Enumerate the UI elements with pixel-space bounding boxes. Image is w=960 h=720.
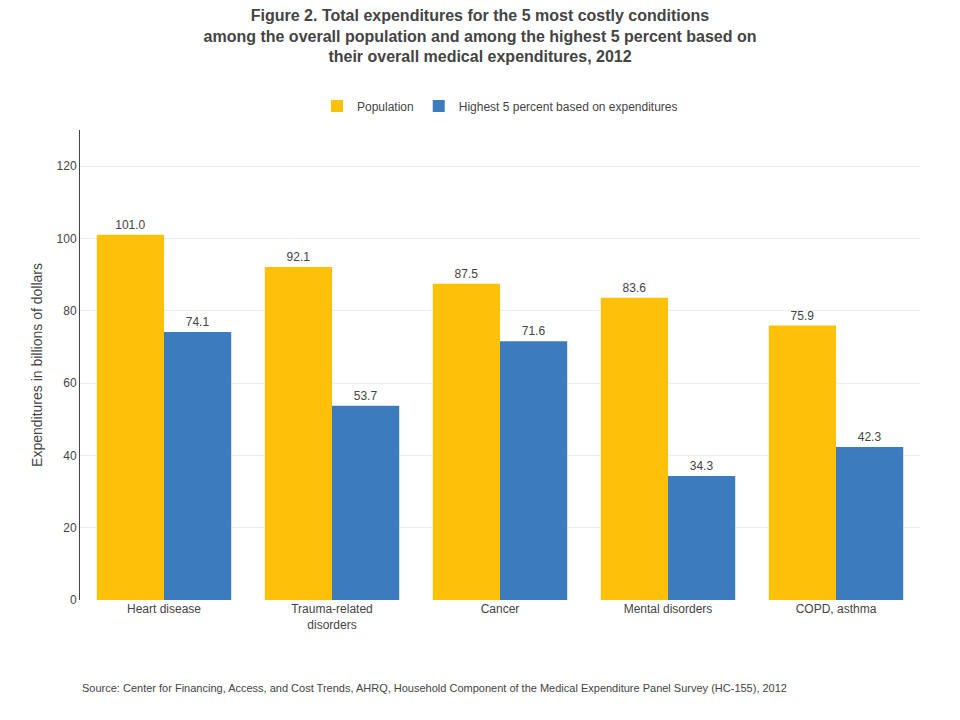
svg-text:Expenditures in billions of do: Expenditures in billions of dollars (29, 263, 45, 467)
svg-text:Population: Population (357, 100, 414, 114)
svg-text:Figure 2. Total expenditures f: Figure 2. Total expenditures for the 5 m… (204, 7, 757, 66)
svg-text:120: 120 (57, 159, 77, 173)
svg-text:Cancer: Cancer (481, 602, 520, 616)
svg-text:42.3: 42.3 (858, 430, 882, 444)
svg-text:101.0: 101.0 (115, 218, 145, 232)
svg-text:0: 0 (70, 593, 77, 607)
svg-text:60: 60 (63, 376, 77, 390)
svg-text:40: 40 (63, 449, 77, 463)
svg-text:92.1: 92.1 (287, 250, 311, 264)
svg-text:20: 20 (63, 521, 77, 535)
svg-text:Trauma-relateddisorders: Trauma-relateddisorders (291, 602, 373, 632)
svg-text:100: 100 (57, 232, 77, 246)
svg-text:COPD, asthma: COPD, asthma (796, 602, 877, 616)
svg-text:53.7: 53.7 (354, 389, 378, 403)
svg-text:Highest 5 percent based on exp: Highest 5 percent based on expenditures (459, 100, 678, 114)
svg-text:Heart disease: Heart disease (127, 602, 201, 616)
svg-text:34.3: 34.3 (690, 459, 714, 473)
svg-text:Mental disorders: Mental disorders (624, 602, 713, 616)
svg-text:71.6: 71.6 (522, 324, 546, 338)
svg-text:80: 80 (63, 304, 77, 318)
svg-text:75.9: 75.9 (791, 309, 815, 323)
svg-text:87.5: 87.5 (455, 267, 479, 281)
svg-text:83.6: 83.6 (623, 281, 647, 295)
svg-text:74.1: 74.1 (186, 315, 210, 329)
svg-text:Source: Center for Financing,: Source: Center for Financing, Access, an… (82, 682, 787, 694)
